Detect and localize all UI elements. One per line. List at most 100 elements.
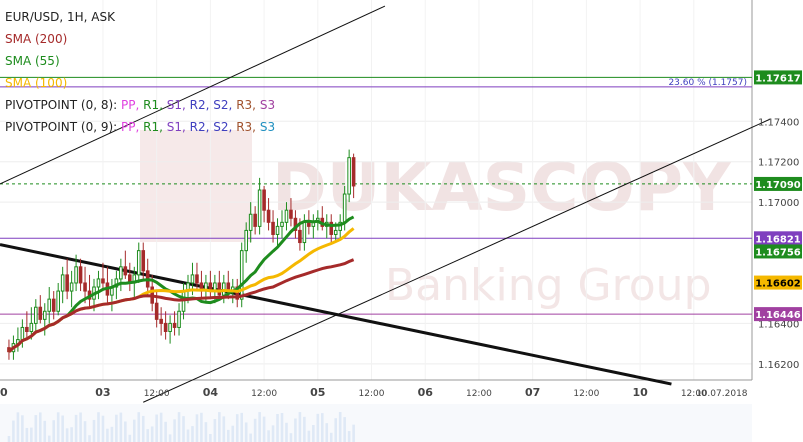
volume-bar-76: [347, 431, 351, 442]
candle-22: [105, 266, 110, 304]
candle-59: [271, 210, 275, 243]
candle-body-47: [217, 282, 222, 296]
candle-body-26: [123, 266, 128, 276]
legend-symbol: EUR/USD, 1H, ASK: [5, 10, 115, 24]
candle-31: [145, 258, 150, 296]
volume-bar-11: [56, 412, 60, 442]
candle-body-11: [56, 290, 60, 312]
volume-bar-32: [150, 426, 154, 442]
volume-bar-54: [249, 433, 252, 442]
candle-body-17: [83, 282, 87, 292]
candle-body-33: [154, 302, 159, 320]
volume-bar-49: [226, 429, 230, 442]
candle-body-8: [42, 310, 47, 320]
candle-43: [199, 270, 204, 300]
volume-bar-70: [320, 413, 324, 442]
candle-8: [42, 303, 47, 336]
candle-15: [74, 254, 78, 292]
legend-pivot1-r1: R1,: [143, 98, 163, 112]
candle-17: [83, 266, 87, 304]
volume-bar-4: [25, 427, 29, 442]
volume-bar-31: [146, 429, 150, 442]
candle-body-14: [69, 282, 74, 292]
candle-63: [289, 198, 293, 227]
x-axis: 00 03 12:00 04 12:00 05 12:00 06 12:00 07 12:00 10 1…: [0, 386, 748, 399]
candle-body-15: [74, 266, 78, 284]
candle-2: [16, 327, 20, 352]
legend-pivot1-r2: R2,: [189, 98, 210, 112]
candle-body-13: [65, 274, 69, 292]
candle-body-55: [253, 213, 257, 227]
candle-body-41: [190, 274, 195, 284]
x-tick-5: 05: [310, 386, 325, 399]
legend-pivot2-prefix: PIVOTPOINT (0, 9):: [5, 120, 122, 134]
candle-34: [159, 307, 163, 336]
candle-body-25: [119, 266, 123, 280]
candle-56: [257, 177, 262, 235]
x-tick-10: 12:00: [573, 389, 599, 399]
candle-51: [235, 278, 240, 308]
legend-pivot2-s1: S1,: [166, 120, 186, 134]
x-tick-6: 12:00: [359, 389, 385, 399]
x-tick-2: 12:00: [144, 389, 170, 399]
price-label-text-2: 1.16821: [755, 234, 801, 245]
volume-strip: [0, 404, 752, 442]
legend-pivot2-r3: R3,: [236, 120, 256, 134]
legend-sma100: SMA (100): [5, 76, 68, 90]
volume-bar-3: [21, 415, 24, 442]
candle-body-60: [275, 225, 280, 235]
candle-body-6: [34, 306, 38, 324]
volume-bar-38: [177, 412, 181, 442]
volume-bar-72: [329, 432, 333, 442]
price-label-box-0: [754, 70, 802, 85]
legend-pivot1-s2: S2,: [213, 98, 233, 112]
candle-body-35: [163, 322, 168, 332]
candle-body-73: [333, 229, 338, 235]
candle-body-66: [302, 221, 307, 244]
candle-57: [262, 185, 266, 223]
volume-bar-56: [258, 412, 261, 442]
x-tick-7: 06: [418, 386, 434, 399]
volume-bar-26: [124, 421, 127, 442]
price-label-text-4: 1.16602: [755, 279, 801, 290]
candle-body-62: [284, 209, 289, 223]
candle-35: [163, 311, 168, 340]
price-label-text-1: 1.17090: [755, 180, 801, 191]
candle-77: [351, 153, 356, 199]
legend-pivot2-r1: R1,: [143, 120, 163, 134]
fib-label: 23.60 % (1.1757): [668, 78, 747, 88]
y-tick-2: 1.17000: [758, 198, 799, 209]
legend-pivot2-r2: R2,: [189, 120, 210, 134]
volume-bar-60: [276, 414, 279, 442]
watermark-sub: Banking Group: [385, 260, 712, 311]
volume-bar-22: [106, 428, 109, 442]
volume-bar-64: [294, 418, 297, 442]
volume-bar-18: [88, 435, 91, 442]
sma100-line: [7, 227, 355, 353]
candle-21: [101, 262, 105, 292]
candle-38: [177, 303, 181, 336]
volume-bar-17: [83, 421, 87, 442]
candle-62: [284, 202, 289, 231]
volume-bar-33: [155, 414, 158, 442]
candle-27: [128, 262, 132, 292]
volume-bar-41: [191, 426, 194, 442]
legend-pivot1-prefix: PIVOTPOINT (0, 8):: [5, 98, 122, 112]
legend-pivot1: PIVOTPOINT (0, 8): PP, R1, S1, R2, S2, R…: [5, 94, 275, 116]
price-label-0: 1.17617: [754, 70, 802, 85]
y-tick-0: 1.17400: [758, 117, 799, 128]
volume-bar-65: [298, 412, 302, 442]
price-label-text-5: 1.16446: [755, 310, 801, 321]
volume-bar-74: [338, 412, 342, 442]
candle-18: [87, 274, 92, 308]
fib-level: 23.60 % (1.1757): [668, 78, 747, 88]
legend-pivot1-r3: R3,: [236, 98, 256, 112]
volume-bar-67: [307, 430, 311, 442]
volume-bar-43: [200, 412, 203, 442]
candle-body-56: [257, 189, 262, 227]
candle-72: [329, 214, 334, 243]
volume-bar-48: [222, 416, 226, 442]
volume-bar-42: [195, 414, 199, 442]
candle-29: [136, 242, 141, 283]
